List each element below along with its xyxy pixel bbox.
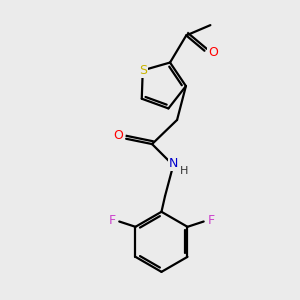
Text: F: F bbox=[108, 214, 116, 227]
Text: H: H bbox=[180, 166, 189, 176]
Text: O: O bbox=[113, 129, 123, 142]
Text: S: S bbox=[139, 64, 147, 77]
Text: O: O bbox=[208, 46, 218, 59]
Text: F: F bbox=[208, 214, 214, 227]
Text: N: N bbox=[169, 157, 178, 170]
